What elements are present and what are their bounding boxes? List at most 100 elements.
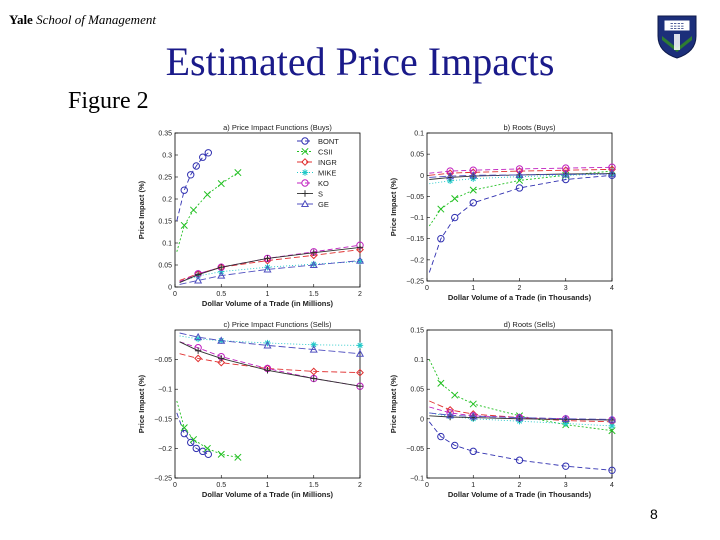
x-tick-label: 3 xyxy=(564,285,568,292)
data-point xyxy=(310,260,317,268)
series-line xyxy=(176,152,209,222)
data-point xyxy=(180,186,188,194)
y-tick-label: −0.15 xyxy=(406,236,424,243)
data-point xyxy=(562,420,569,427)
y-tick-label: −0.05 xyxy=(154,357,172,364)
data-point xyxy=(469,199,477,207)
x-axis-label: Dollar Volume of a Trade (in Thousands) xyxy=(448,490,592,499)
legend-item: S xyxy=(297,190,323,199)
data-point xyxy=(194,354,203,363)
data-point xyxy=(234,453,242,461)
data-point xyxy=(356,368,364,377)
series-bont xyxy=(428,421,616,475)
school-brand: Yale School of Management xyxy=(9,12,156,28)
x-tick-label: 1 xyxy=(471,482,475,489)
data-point xyxy=(515,170,524,178)
data-point xyxy=(309,345,318,353)
x-tick-label: 3 xyxy=(564,482,568,489)
x-tick-label: 2 xyxy=(518,482,522,489)
chart-title: a) Price Impact Functions (Buys) xyxy=(223,123,332,132)
data-point xyxy=(234,169,242,177)
y-tick-label: −0.1 xyxy=(410,476,424,483)
series-line xyxy=(179,332,361,355)
x-tick-label: 1 xyxy=(266,482,270,489)
data-point xyxy=(437,379,445,387)
x-tick-label: 1 xyxy=(471,285,475,292)
data-point xyxy=(263,256,272,265)
data-point xyxy=(194,347,202,354)
data-point xyxy=(446,411,455,419)
data-point xyxy=(310,249,317,256)
legend-item: BONT xyxy=(297,137,339,146)
data-point xyxy=(310,341,317,348)
legend-label: S xyxy=(318,190,323,199)
data-point xyxy=(264,367,271,374)
y-tick-label: −0.25 xyxy=(154,476,172,483)
chart-panel-2: b) Roots (Buys) 0 1 2 3 4 −0.25 −0.2 −0.15 −0.1 −0… xyxy=(389,123,617,302)
legend-label: GE xyxy=(318,200,329,209)
series-line xyxy=(179,260,361,285)
data-point xyxy=(437,235,445,243)
series-ge xyxy=(429,169,617,180)
y-tick-label: 0 xyxy=(420,173,424,180)
data-point xyxy=(217,358,226,367)
series-line xyxy=(179,261,361,283)
data-point xyxy=(263,341,272,349)
y-tick-label: −0.2 xyxy=(410,257,424,264)
data-point xyxy=(469,400,477,408)
y-tick-label: 0.15 xyxy=(158,219,172,226)
legend-marker xyxy=(301,158,309,166)
series-line xyxy=(429,415,613,421)
data-point xyxy=(515,456,524,464)
data-point xyxy=(194,276,203,284)
x-axis-label: Dollar Volume of a Trade (in Millions) xyxy=(202,490,334,499)
data-point xyxy=(451,391,459,399)
x-tick-label: 1.5 xyxy=(309,291,319,298)
series-bont xyxy=(428,171,616,273)
y-tick-label: 0.05 xyxy=(410,387,424,394)
legend-label: INGR xyxy=(318,158,337,167)
legend-item: GE xyxy=(297,199,329,209)
chart-title: c) Price Impact Functions (Sells) xyxy=(224,320,332,329)
chart-title: d) Roots (Sells) xyxy=(504,320,556,329)
data-point xyxy=(189,435,198,444)
data-point xyxy=(203,444,211,452)
x-axis-label: Dollar Volume of a Trade (in Millions) xyxy=(202,299,334,308)
series-csii xyxy=(176,169,242,252)
y-tick-label: −0.1 xyxy=(410,215,424,222)
x-tick-label: 1 xyxy=(266,291,270,298)
x-tick-label: 4 xyxy=(610,285,614,292)
y-axis-label: Price Impact (%) xyxy=(137,374,146,433)
series-line xyxy=(179,246,361,284)
data-point xyxy=(469,171,478,179)
series-ge xyxy=(429,411,617,423)
y-tick-label: 0 xyxy=(168,285,172,292)
x-tick-label: 0.5 xyxy=(216,482,226,489)
x-tick-label: 0 xyxy=(425,285,429,292)
series-line xyxy=(179,249,361,281)
legend-marker xyxy=(301,137,309,145)
series-line xyxy=(429,173,613,185)
data-point xyxy=(194,332,203,341)
series-line xyxy=(428,174,613,273)
data-point xyxy=(608,466,616,475)
y-tick-label: 0.05 xyxy=(410,152,424,159)
y-tick-label: 0 xyxy=(420,416,424,423)
data-point xyxy=(608,422,616,430)
series-csii xyxy=(176,400,242,461)
y-tick-label: 0.25 xyxy=(158,175,172,182)
series-line xyxy=(179,353,361,374)
slide-number: 8 xyxy=(650,506,658,522)
data-point xyxy=(264,255,271,262)
svg-text:☷☷: ☷☷ xyxy=(670,22,684,31)
data-point xyxy=(263,265,272,273)
legend-marker xyxy=(301,147,309,156)
series-line xyxy=(429,168,613,176)
x-tick-label: 4 xyxy=(610,482,614,489)
y-tick-label: −0.15 xyxy=(154,416,172,423)
data-point xyxy=(218,355,225,362)
brand-name: Yale xyxy=(9,12,33,27)
series-line xyxy=(429,412,613,420)
data-point xyxy=(561,414,570,422)
plot-frame xyxy=(426,132,613,282)
